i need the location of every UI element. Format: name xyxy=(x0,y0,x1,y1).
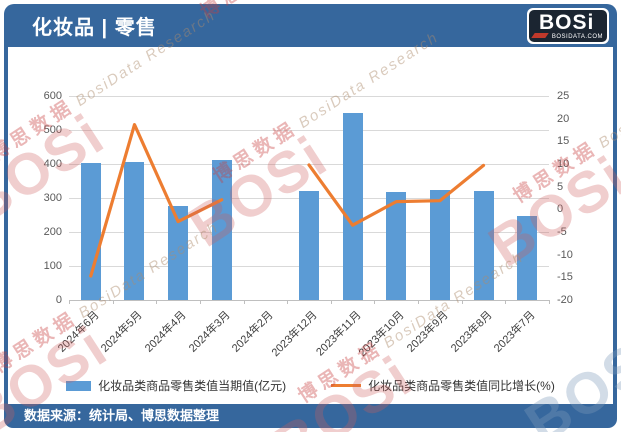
x-axis-tick xyxy=(199,300,201,304)
x-axis-tick xyxy=(330,300,332,304)
y-axis-label-right: 5 xyxy=(557,180,564,193)
header-bar: 化妆品 | 零售 BOSi BOSIDATA.COM xyxy=(4,4,617,47)
bar-2023年10月 xyxy=(386,191,407,300)
gridline xyxy=(69,130,549,131)
y-axis-label-right: -20 xyxy=(557,294,573,306)
x-axis-tick xyxy=(243,300,245,304)
y-axis-label-right: 25 xyxy=(557,90,570,102)
bar-2024年6月 xyxy=(80,162,101,300)
trend-line-segment xyxy=(307,163,486,227)
x-axis-tick xyxy=(374,300,376,304)
gridline xyxy=(69,300,549,301)
logo-domain: BOSIDATA.COM xyxy=(551,33,603,40)
y-axis-label-right: -15 xyxy=(557,271,573,284)
bar-2023年7月 xyxy=(517,216,538,300)
x-axis-tick xyxy=(287,300,289,304)
combo-chart: 600 500 400 300 200 100 0 25 20 15 10 5 0 -5 -10 -15 -20… xyxy=(8,47,613,404)
y-axis-label-left: 100 xyxy=(43,260,62,272)
bar-2024年5月 xyxy=(124,161,145,300)
logo-red-slash-icon xyxy=(531,32,549,38)
bar-2023年8月 xyxy=(473,190,494,300)
y-axis-label-right: -5 xyxy=(557,226,567,238)
y-axis-label-left: 400 xyxy=(43,158,62,170)
report-card: 化妆品 | 零售 BOSi BOSIDATA.COM 600 500 400 300 2… xyxy=(4,4,617,428)
y-axis-label-left: 200 xyxy=(43,226,62,238)
y-axis-label-right: 15 xyxy=(557,135,570,148)
bar-2023年12月 xyxy=(299,191,319,300)
y-axis-label-left: 0 xyxy=(55,294,62,306)
x-axis-tick xyxy=(461,300,463,304)
y-axis-label-right: 10 xyxy=(557,158,570,170)
y-axis-label-left: 300 xyxy=(43,192,62,204)
x-axis-tick xyxy=(112,300,114,304)
y-axis-label-right: -10 xyxy=(557,248,573,261)
legend-bar-label: 化妆品类商品零售类值当期值(亿元) xyxy=(98,379,287,393)
chart-legend: 化妆品类商品零售类值当期值(亿元) 化妆品类商品零售类值同比增长(%) xyxy=(8,377,613,394)
chart-body: 600 500 400 300 200 100 0 25 20 15 10 5 0 -5 -10 -15 -20… xyxy=(4,47,617,404)
x-axis-tick xyxy=(156,300,158,304)
x-axis-tick xyxy=(69,300,70,304)
page-title: 化妆品 | 零售 xyxy=(32,17,157,39)
bar-2023年9月 xyxy=(429,189,450,300)
x-axis-tick xyxy=(505,300,507,304)
y-axis-label-right: 20 xyxy=(557,112,570,125)
x-axis-tick xyxy=(418,300,420,304)
bar-2024年3月 xyxy=(211,159,232,300)
legend-line-swatch xyxy=(331,384,362,387)
bar-2023年11月 xyxy=(342,113,363,300)
footer-bar: 数据来源：统计局、博思数据整理 xyxy=(4,404,617,428)
y-axis-label-left: 500 xyxy=(43,124,62,136)
bar-2024年4月 xyxy=(168,205,189,300)
y-axis-label-right: 0 xyxy=(557,203,564,216)
trend-line xyxy=(89,123,486,278)
logo-wordmark: BOSi xyxy=(539,10,595,34)
trend-line-segment xyxy=(89,123,224,278)
y-axis-label-left: 600 xyxy=(43,90,62,102)
legend-line-label: 化妆品类商品零售类值同比增长(%) xyxy=(368,379,555,393)
data-source-text: 数据来源：统计局、博思数据整理 xyxy=(24,408,220,423)
bosi-logo: BOSi BOSIDATA.COM xyxy=(527,7,609,44)
legend-bar-swatch xyxy=(66,380,92,391)
gridline xyxy=(69,96,549,97)
x-axis-tick xyxy=(549,300,550,304)
